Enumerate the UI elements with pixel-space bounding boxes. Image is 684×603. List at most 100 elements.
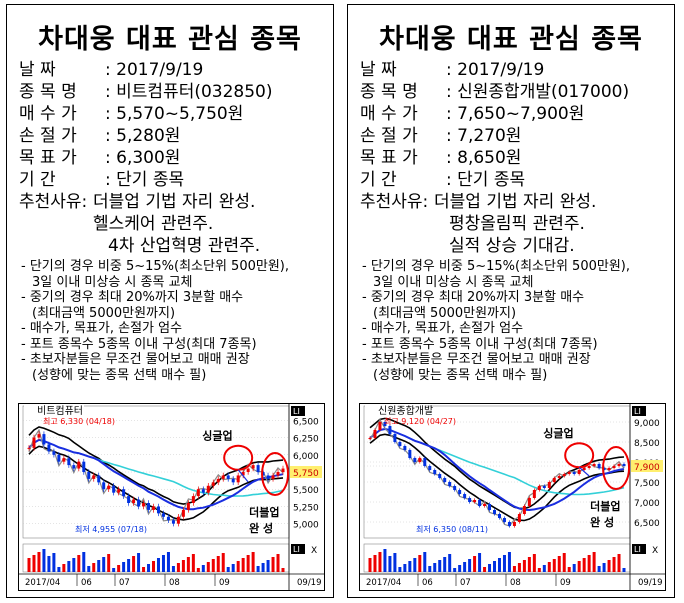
candle-body: [142, 503, 146, 507]
buy-price-row: 매 수 가: 7,650~7,900원: [360, 103, 584, 125]
candle-body: [176, 516, 180, 524]
candle-body: [582, 468, 586, 470]
buy-price-row: 매 수 가: 5,570~5,750원: [19, 103, 243, 125]
price-tick-label: 6,500: [293, 417, 319, 427]
price-tick-label: 7,000: [634, 499, 660, 509]
note-line: - 단기의 경우 비중 5~15%(최소단위 500만원),: [21, 259, 289, 274]
candle-body: [448, 482, 452, 486]
candle-body: [547, 482, 551, 488]
volume-bar: [502, 555, 506, 572]
volume-bar: [261, 563, 265, 572]
candle-body: [597, 464, 601, 468]
volume-bar: [607, 560, 611, 572]
price-tick-label: 5,500: [293, 486, 319, 496]
volume-bar: [622, 568, 626, 572]
annotation-arrow: [237, 469, 249, 483]
candle-body: [458, 490, 462, 494]
note-line: - 초보자분들은 무조건 물어보고 매매 권장: [21, 352, 250, 367]
candle-body: [196, 489, 200, 497]
price-tick-label: 7,900: [634, 463, 660, 473]
candle-body: [236, 475, 240, 483]
volume-bar: [552, 559, 556, 572]
volume-bar: [196, 568, 200, 572]
volume-bar: [112, 568, 116, 572]
note-line: 3일 이내 미상승 시 종목 교체: [373, 274, 534, 290]
note-line: (성향에 맞는 종목 선택 매수 필): [32, 367, 207, 383]
volume-bar: [378, 552, 382, 572]
volume-bar: [478, 553, 482, 572]
volume-bar: [52, 553, 56, 572]
volume-bar: [107, 554, 111, 572]
li-label: LI: [634, 545, 641, 554]
card-title: 차대웅 대표 관심 종목: [38, 24, 302, 55]
volume-bar: [433, 563, 437, 572]
candle-body: [577, 470, 581, 474]
candle-body: [403, 446, 407, 450]
volume-bar: [236, 561, 240, 572]
candle-body: [483, 504, 487, 506]
stock-chart[interactable]: 6,500 6,250 6,000 5,750 5,500 5,250 5,000 비트컴퓨터…: [18, 403, 325, 591]
row-label: 목 표 가: [19, 148, 77, 168]
candle-body: [383, 422, 387, 426]
reason-label: 추천사유:: [19, 192, 88, 212]
volume-bar: [271, 557, 275, 572]
candle-body: [112, 485, 116, 493]
candle-body: [206, 485, 210, 493]
volume-bar: [251, 552, 255, 572]
volume-bar: [512, 566, 516, 572]
candle-body: [67, 458, 71, 466]
stock-card-left: 차대웅 대표 관심 종목 날 짜: 2017/9/19 종 목 명: 비트컴퓨터…: [6, 4, 334, 598]
volume-bar: [373, 555, 377, 572]
volume-bar: [597, 566, 601, 572]
volume-bar: [418, 555, 422, 572]
candle-body: [152, 506, 156, 510]
volume-bar: [166, 552, 170, 572]
row-value: : 단기 종목: [446, 170, 526, 190]
double-up-label: 완 성: [590, 515, 614, 529]
volume-bar: [547, 562, 551, 572]
notes-block: - 단기의 경우 비중 5~15%(최소단위 500만원), 3일 이내 미상승…: [362, 259, 630, 383]
reason-line: 더블업 기법 자리 완성.: [434, 192, 597, 212]
candle-body: [27, 447, 31, 449]
candle-body: [542, 486, 546, 488]
date-tick-label: 06: [422, 578, 433, 588]
row-value: : 2017/9/19: [446, 60, 545, 80]
date-tick-label: 07: [119, 578, 130, 588]
candle-body: [107, 485, 111, 490]
date-row: 날 짜: 2017/9/19: [360, 59, 544, 81]
candle-body: [393, 434, 397, 442]
volume-bar: [206, 562, 210, 572]
candle-body: [32, 437, 36, 448]
candle-body: [368, 438, 372, 439]
volume-bar: [413, 558, 417, 572]
row-value: : 비트컴퓨터(032850): [105, 82, 273, 102]
volume-bar: [383, 549, 387, 572]
candle-body: [473, 500, 477, 502]
stock-chart[interactable]: 9,0008,5008,0007,9007,5007,0006,500신원종합개…: [359, 403, 666, 591]
date-tick-label: 2017/04: [25, 578, 60, 588]
target-price-row: 목 표 가: 8,650원: [360, 147, 521, 169]
volume-bar: [368, 558, 372, 572]
note-line: - 초보자분들은 무조건 물어보고 매매 권장: [362, 352, 591, 367]
volume-bar: [117, 565, 121, 572]
row-label: 매 수 가: [360, 104, 418, 124]
volume-bar: [72, 558, 76, 572]
row-label: 종 목 명: [360, 82, 418, 102]
volume-bar: [211, 559, 215, 572]
candle-body: [276, 472, 280, 476]
volume-bar: [231, 564, 235, 572]
volume-bar: [102, 557, 106, 572]
row-value: : 2017/9/19: [105, 60, 204, 80]
volume-plot-frame: [22, 543, 290, 573]
candle-body: [256, 465, 260, 472]
moving-average-line: [28, 438, 284, 511]
volume-bar: [47, 556, 51, 572]
candle-body: [57, 454, 61, 462]
note-line: (성향에 맞는 종목 선택 매수 필): [373, 367, 548, 383]
candle-body: [378, 422, 382, 430]
reason-line: 더블업 기법 자리 완성.: [93, 192, 256, 212]
volume-bar: [448, 554, 452, 572]
candle-body: [82, 461, 86, 472]
li-button-bg: [632, 406, 646, 416]
date-tick-label: 09/19: [638, 578, 663, 588]
